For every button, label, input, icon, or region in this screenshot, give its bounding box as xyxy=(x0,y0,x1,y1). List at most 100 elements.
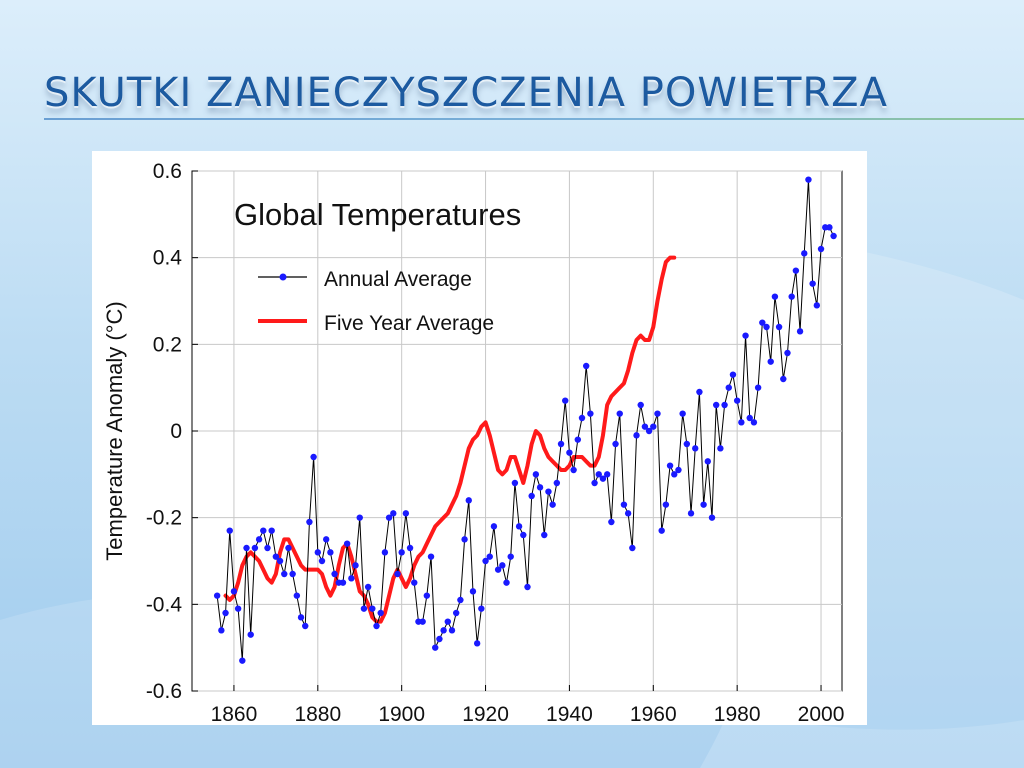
annual-point xyxy=(390,510,397,517)
x-tick-label: 1980 xyxy=(714,703,761,725)
annual-point xyxy=(285,544,292,552)
annual-point xyxy=(213,592,221,599)
annual-point xyxy=(239,657,246,664)
annual-point xyxy=(624,510,632,517)
y-tick-label: -0.4 xyxy=(146,593,183,616)
y-tick-label: 0.4 xyxy=(153,247,183,270)
annual-point xyxy=(457,596,464,604)
annual-point xyxy=(448,627,456,634)
annual-point xyxy=(302,622,309,630)
y-axis-label: Temperature Anomaly (°C) xyxy=(102,301,127,560)
annual-point xyxy=(536,484,544,491)
annual-point xyxy=(687,510,695,517)
annual-point xyxy=(406,544,414,552)
annual-point xyxy=(742,332,749,339)
annual-point xyxy=(423,592,431,599)
axes: 1860 1880 1900 1920 1940 1960 1980 2000 -0.6 -0.4… xyxy=(146,160,845,725)
annual-point xyxy=(717,445,724,452)
annual-point xyxy=(650,423,657,430)
annual-point xyxy=(289,570,296,578)
annual-point xyxy=(507,553,514,560)
annual-point xyxy=(595,471,602,478)
annual-point xyxy=(700,501,707,508)
annual-point xyxy=(570,466,577,474)
annual-point xyxy=(662,501,670,508)
annual-point xyxy=(369,605,376,612)
annual-point xyxy=(348,575,355,582)
annual-point xyxy=(658,527,665,534)
annual-point xyxy=(247,631,254,638)
annual-point xyxy=(327,549,334,556)
annual-point xyxy=(322,536,330,543)
annual-point xyxy=(679,410,686,417)
x-tick-label: 1880 xyxy=(294,703,341,725)
annual-point xyxy=(780,375,787,383)
annual-point xyxy=(582,362,590,370)
annual-point xyxy=(339,579,347,586)
annual-point xyxy=(310,453,317,461)
annual-point xyxy=(427,553,435,560)
annual-point xyxy=(587,410,594,417)
x-tick-label: 1900 xyxy=(378,703,425,725)
annual-point xyxy=(671,471,678,478)
annual-point xyxy=(603,471,611,478)
annual-point xyxy=(817,245,825,253)
annual-point xyxy=(314,549,322,556)
annual-point xyxy=(641,423,649,430)
annual-point xyxy=(364,583,372,591)
annual-point xyxy=(738,419,745,426)
annual-point xyxy=(398,549,405,556)
annual-point xyxy=(473,640,481,647)
annual-point xyxy=(767,358,774,365)
annual-point xyxy=(645,427,653,435)
annual-point xyxy=(444,618,452,625)
annual-point xyxy=(813,302,821,309)
annual-point xyxy=(796,328,804,335)
annual-point xyxy=(750,419,758,426)
annual-point xyxy=(616,410,623,417)
annual-point xyxy=(260,527,267,534)
annual-point xyxy=(478,605,485,612)
annual-point xyxy=(520,531,527,539)
annual-point xyxy=(297,614,305,621)
annual-point xyxy=(578,414,586,422)
annual-point xyxy=(553,479,561,487)
annual-point xyxy=(331,570,338,578)
five-year-series xyxy=(223,255,677,624)
annual-point xyxy=(318,557,326,565)
annual-point xyxy=(654,410,661,417)
annual-point xyxy=(234,605,242,612)
annual-point xyxy=(784,349,791,357)
annual-point xyxy=(469,588,477,595)
annual-point xyxy=(763,323,770,331)
annual-point xyxy=(243,544,250,552)
annual-point xyxy=(801,250,808,257)
annual-point xyxy=(683,440,691,448)
annual-point xyxy=(255,536,263,543)
x-tick-label: 1920 xyxy=(462,703,509,725)
annual-point xyxy=(230,588,238,595)
annual-point xyxy=(432,644,439,651)
legend-annual-label: Annual Average xyxy=(324,268,472,291)
annual-point xyxy=(356,514,363,521)
y-tick-label: 0 xyxy=(170,420,182,443)
y-tick-label: 0.6 xyxy=(153,160,182,183)
annual-point xyxy=(788,293,795,300)
annual-point xyxy=(612,440,619,448)
annual-point xyxy=(394,570,401,578)
legend-annual-marker xyxy=(279,273,287,281)
annual-point xyxy=(809,280,816,287)
y-tick-label: 0.2 xyxy=(153,333,182,356)
annual-point xyxy=(226,527,233,534)
chart-title: Global Temperatures xyxy=(234,197,521,232)
annual-point xyxy=(704,458,712,465)
annual-point xyxy=(452,609,460,617)
annual-point xyxy=(494,566,502,573)
annual-point xyxy=(771,293,779,300)
y-tick-label: -0.2 xyxy=(146,507,182,530)
slide-title: Skutki zanieczyszczenia powietrza xyxy=(44,70,888,116)
annual-point xyxy=(733,397,741,404)
annual-point xyxy=(515,523,523,530)
annual-point xyxy=(826,224,833,231)
annual-point xyxy=(486,553,493,560)
